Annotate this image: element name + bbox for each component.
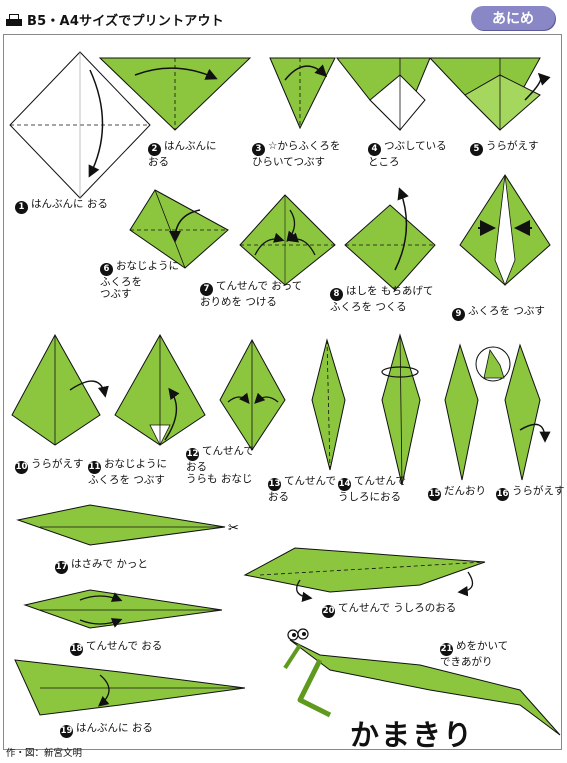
- diagram-frame: [3, 34, 562, 750]
- step-11-diagram: [114, 333, 206, 446]
- print-note: B5・A4サイズでプリントアウト: [27, 14, 224, 29]
- step-2-label: 2 はんぶんに おる: [148, 140, 217, 168]
- step-7-diagram: [239, 194, 336, 286]
- step-4-diagram: [335, 57, 431, 131]
- step-3-diagram: [269, 57, 336, 130]
- step-17-label: 17 はさみで かっと: [55, 558, 148, 574]
- step-18-label: 18 てんせんで おる: [70, 640, 163, 656]
- step-1-label: 1 はんぶんに おる: [15, 198, 108, 214]
- step-12-label: 12 てんせんで おる うらも おなじ: [186, 445, 254, 486]
- diagram-title: かまきり: [350, 718, 475, 752]
- step-9-diagram: [459, 174, 551, 287]
- step-15-label: 15 だんおり: [428, 485, 486, 501]
- mantis-finished: [283, 628, 561, 736]
- step-9-label: 9 ふくろを つぶす: [452, 305, 545, 321]
- step-3-label: 3 ☆からふくろを ひらいてつぶす: [252, 140, 341, 168]
- print-header: B5・A4サイズでプリントアウト: [6, 10, 224, 29]
- step-21-label: 21 めをかいて できあがり: [440, 640, 509, 668]
- step-16-label: 16 うらがえす: [496, 485, 565, 501]
- step-11-label: 11 おなじように ふくろを つぶす: [88, 458, 167, 486]
- step-5-label: 5 うらがえす: [470, 140, 539, 156]
- step-10-diagram: [11, 333, 109, 446]
- step-6-label: 6 おなじように ふくろを つぶす: [100, 260, 179, 301]
- step-12-diagram: [219, 338, 286, 451]
- step-6-diagram: [129, 189, 229, 269]
- step-20-diagram: [243, 547, 486, 602]
- step-13-label: 13 てんせんで おる: [268, 475, 336, 503]
- author-credit: 作・図：新宮文明: [6, 748, 83, 759]
- step-8-label: 8 はしを もちあげて ふくろを つくる: [330, 285, 434, 313]
- anime-badge[interactable]: あにめ: [471, 6, 555, 30]
- step-17-diagram: ✂: [16, 504, 239, 546]
- step-14-label: 14 てんせんで うしろにおる: [338, 475, 406, 503]
- step-20-label: 20 てんせんで うしろのおる: [322, 602, 457, 618]
- step-13-diagram: [311, 338, 346, 471]
- step-1-diagram: [9, 51, 151, 199]
- step-4-label: 4 つぶしている ところ: [368, 140, 447, 168]
- step-16-diagram: [504, 343, 551, 481]
- step-19-label: 19 はんぶんに おる: [60, 722, 153, 738]
- step-5-diagram: [428, 57, 551, 131]
- step-19-diagram: [14, 659, 246, 716]
- step-7-label: 7 てんせんで おって おりめを つける: [200, 280, 303, 308]
- step-10-label: 10 うらがえす: [15, 458, 84, 474]
- step-14-diagram: [381, 333, 421, 486]
- step-2-diagram: [98, 57, 252, 131]
- step-18-diagram: [23, 589, 223, 629]
- step-8-diagram: [344, 187, 436, 291]
- printer-icon: [6, 13, 22, 26]
- step-15-diagram: [444, 343, 511, 481]
- svg-text:✂: ✂: [228, 521, 239, 536]
